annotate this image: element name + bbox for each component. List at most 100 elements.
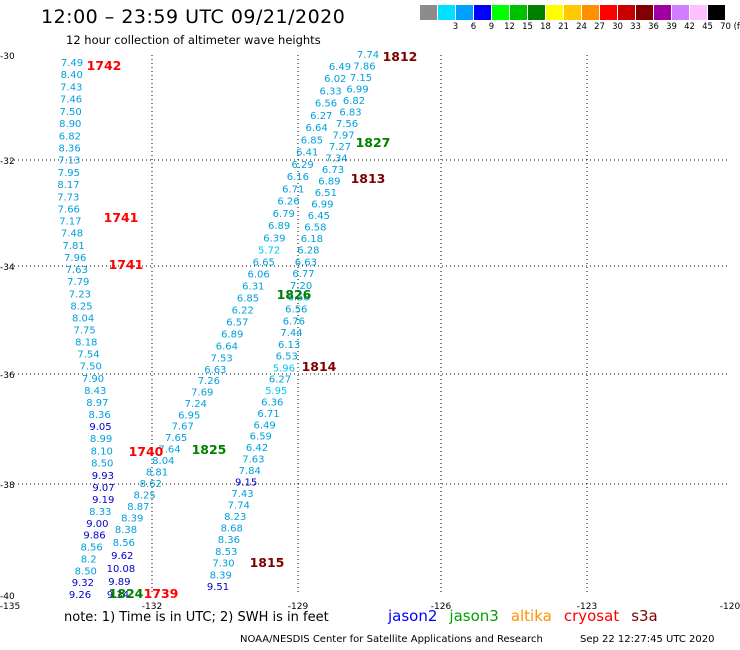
legend-item-jason2: jason2 [388,607,438,625]
wave-height-value: 9.89 [108,577,130,588]
wave-height-value: 10.08 [107,564,136,575]
lon-tick-label: -120 [720,602,740,612]
wave-height-value: 8.81 [146,467,168,478]
grid-lines [10,55,730,595]
wave-height-value: 6.56 [285,305,307,316]
scale-swatch [654,5,671,20]
lat-tick-label: -32 [0,157,15,167]
wave-height-value: 6.64 [216,341,238,352]
page-title: 12:00 – 23:59 UTC 09/21/2020 [41,6,346,28]
pass-time-label: 1812 [383,49,418,64]
wave-height-value: 6.89 [268,221,290,232]
wave-height-value: 7.74 [228,501,250,512]
lat-tick-label: -38 [0,481,15,491]
pass-time-label: 1813 [351,171,386,186]
wave-height-value: 6.59 [250,432,272,443]
wave-height-value: 8.10 [91,446,113,457]
wave-height-value: 7.73 [57,192,79,203]
scale-label: 27 [594,22,605,32]
wave-height-value: 6.51 [315,188,337,199]
wave-height-value: 6.85 [237,293,259,304]
legend-item-altika: altika [510,607,552,625]
wave-height-value: 7.23 [69,289,91,300]
wave-height-value: 7.24 [185,399,207,410]
wave-height-value: 7.43 [231,489,253,500]
wave-height-value: 8.04 [72,314,94,325]
scale-swatch [690,5,707,20]
pass-time-label: 1741 [104,210,139,225]
wave-height-value: 6.89 [221,329,243,340]
wave-height-value: 8.40 [61,70,83,81]
scale-label: 45 [702,22,713,32]
page-subtitle: 12 hour collection of altimeter wave hei… [66,33,321,47]
scale-label: 15 [522,22,533,32]
footnote: note: 1) Time is in UTC; 2) SWH is in fe… [64,610,329,625]
lat-tick-label: -36 [0,371,15,381]
wave-height-value: 7.34 [325,154,347,165]
wave-height-value: 6.49 [253,420,275,431]
wave-height-value: 9.19 [92,495,114,506]
wave-height-value: 6.18 [301,234,323,245]
scale-label: 42 [684,22,695,32]
wave-height-value: 6.65 [253,257,275,268]
wave-height-value: 7.26 [198,376,220,387]
wave-height-value: 6.42 [246,443,268,454]
wave-height-value: 8.25 [133,491,155,502]
scale-label: 9 [488,22,495,32]
wave-height-value: 6.28 [297,246,319,257]
lon-tick-label: -129 [288,602,309,612]
wave-height-value: 7.15 [350,73,372,84]
wave-height-value: 7.43 [60,82,82,93]
scale-swatch [636,5,653,20]
wave-height-value: 6.64 [305,123,327,134]
wave-height-value: 7.48 [61,229,83,240]
wave-height-value: 7.44 [280,328,302,339]
pass-time-label: 1824 [109,586,144,601]
satellite-legend: jason2 jason3 altika cryosat s3a [388,607,670,625]
wave-height-value: 5.72 [258,245,280,256]
wave-height-value: 8.56 [113,538,135,549]
wave-height-value: 7.50 [80,362,102,373]
wave-height-value: 8.39 [210,570,232,581]
wave-height-value: 6.02 [324,74,346,85]
wave-height-value: 7.63 [242,455,264,466]
wave-height-value: 6.26 [277,197,299,208]
scale-label: 36 [648,22,659,32]
wave-height-value: 6.29 [291,160,313,171]
scale-swatch [474,5,491,20]
wave-height-value: 9.86 [83,531,105,542]
wave-height-value: 7.56 [336,119,358,130]
scale-label: 39 [666,22,677,32]
wave-height-value: 6.33 [319,87,341,98]
scale-swatch [600,5,617,20]
wave-height-value: 8.36 [218,535,240,546]
wave-height-value: 7.75 [73,326,95,337]
wave-height-value: 6.56 [315,99,337,110]
wave-height-value: 5.95 [265,386,287,397]
wave-height-value: 8.50 [75,566,97,577]
credit-line: NOAA/NESDIS Center for Satellite Applica… [240,634,543,645]
wave-height-value: 6.41 [296,148,318,159]
scale-label: 24 [576,22,587,32]
wave-height-value: 9.62 [111,551,133,562]
scale-swatch [582,5,599,20]
lon-tick-label: -123 [577,602,597,612]
wave-height-value: 7.27 [329,142,351,153]
lat-tick-label: -30 [0,52,15,62]
wave-height-value: 8.17 [57,180,79,191]
wave-height-value: 7.69 [191,388,213,399]
wave-height-value: 8.38 [115,525,137,536]
legend-item-cryosat: cryosat [563,607,620,625]
wave-height-value: 6.73 [322,165,344,176]
pass-time-label: 1826 [277,287,312,302]
wave-height-value: 6.82 [59,131,81,142]
scale-swatch [546,5,563,20]
wave-height-value: 6.71 [282,184,304,195]
wave-height-value: 9.05 [89,422,111,433]
wave-height-value: 7.13 [58,156,80,167]
wave-height-value: 6.06 [247,269,269,280]
wave-height-value: 6.49 [329,62,351,73]
wave-height-value: 6.83 [339,108,361,119]
wave-height-value: 7.54 [77,350,99,361]
wave-height-value: 7.30 [212,559,234,570]
